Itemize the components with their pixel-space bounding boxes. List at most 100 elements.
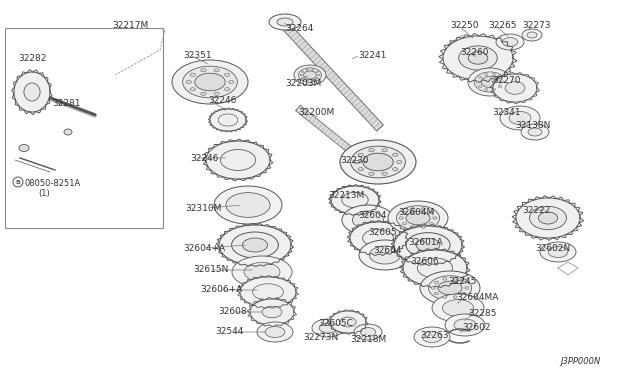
Ellipse shape [411,226,415,228]
Text: 32544: 32544 [215,327,243,337]
Ellipse shape [403,250,467,286]
Text: 32604+A: 32604+A [183,244,225,253]
Ellipse shape [358,153,364,156]
Text: 32213M: 32213M [328,190,364,199]
Ellipse shape [481,76,499,87]
Ellipse shape [220,150,255,170]
Ellipse shape [484,74,488,76]
Ellipse shape [312,319,344,337]
Ellipse shape [360,328,376,336]
Ellipse shape [201,69,206,72]
Ellipse shape [500,81,504,83]
Text: 32601A: 32601A [408,237,443,247]
Ellipse shape [388,201,448,235]
Text: 32246: 32246 [190,154,218,163]
Ellipse shape [499,86,502,88]
Ellipse shape [312,69,314,70]
Ellipse shape [461,292,466,295]
Ellipse shape [316,78,319,79]
Ellipse shape [421,208,425,210]
Ellipse shape [250,299,294,325]
Text: 32270: 32270 [492,76,520,84]
Ellipse shape [350,222,406,254]
Ellipse shape [353,211,383,229]
Ellipse shape [330,311,366,333]
Ellipse shape [428,276,472,300]
Ellipse shape [493,74,537,102]
Ellipse shape [521,124,549,140]
Text: 32605: 32605 [368,228,397,237]
Ellipse shape [442,299,474,317]
Text: 08050-8251A: 08050-8251A [24,179,80,187]
Ellipse shape [403,211,406,214]
Ellipse shape [195,73,225,91]
Ellipse shape [411,208,415,210]
Text: 32246: 32246 [208,96,236,105]
Ellipse shape [240,277,296,307]
Ellipse shape [232,256,292,288]
Ellipse shape [527,32,537,38]
Ellipse shape [19,144,29,151]
Ellipse shape [382,172,387,175]
Text: 32351: 32351 [183,51,212,60]
Ellipse shape [492,74,495,76]
Ellipse shape [465,287,469,289]
Ellipse shape [454,319,476,331]
Ellipse shape [369,246,401,264]
Ellipse shape [484,89,488,90]
Ellipse shape [443,36,513,80]
Ellipse shape [316,71,319,73]
Text: 32273N: 32273N [303,334,339,343]
Ellipse shape [522,29,542,41]
Ellipse shape [445,314,485,336]
Ellipse shape [496,34,524,50]
Ellipse shape [369,172,374,175]
Text: 32260: 32260 [460,48,488,57]
Text: 32241: 32241 [358,51,387,60]
Ellipse shape [218,114,238,126]
Ellipse shape [540,242,576,262]
Ellipse shape [300,74,302,76]
Ellipse shape [301,71,304,73]
Ellipse shape [443,296,447,298]
Ellipse shape [382,149,387,152]
Ellipse shape [478,76,482,78]
Ellipse shape [478,86,482,88]
Ellipse shape [468,68,512,96]
Ellipse shape [431,287,435,289]
Ellipse shape [529,206,566,230]
Ellipse shape [505,82,525,94]
Ellipse shape [420,271,480,305]
Ellipse shape [500,106,540,130]
Ellipse shape [301,78,304,79]
Text: (1): (1) [38,189,50,198]
Ellipse shape [228,80,234,84]
Ellipse shape [459,46,497,70]
Ellipse shape [414,327,450,347]
Text: 32273: 32273 [522,20,550,29]
Ellipse shape [262,306,282,318]
Ellipse shape [369,149,374,152]
Ellipse shape [476,81,479,83]
Ellipse shape [399,217,403,219]
Ellipse shape [528,128,542,136]
Text: 32200M: 32200M [298,108,334,116]
Ellipse shape [243,238,268,252]
Ellipse shape [14,72,50,112]
Ellipse shape [319,323,337,333]
Ellipse shape [294,65,326,85]
Ellipse shape [432,294,484,322]
Ellipse shape [468,52,488,64]
Ellipse shape [331,186,379,214]
Ellipse shape [392,153,398,156]
Ellipse shape [406,232,450,257]
Ellipse shape [502,38,518,46]
Text: 32604M: 32604M [398,208,435,217]
Polygon shape [296,105,377,173]
Text: 32222: 32222 [522,205,550,215]
Ellipse shape [453,296,457,298]
Text: 32282: 32282 [18,54,46,62]
Ellipse shape [359,240,411,270]
Text: 32604: 32604 [373,246,401,254]
Ellipse shape [492,89,495,90]
